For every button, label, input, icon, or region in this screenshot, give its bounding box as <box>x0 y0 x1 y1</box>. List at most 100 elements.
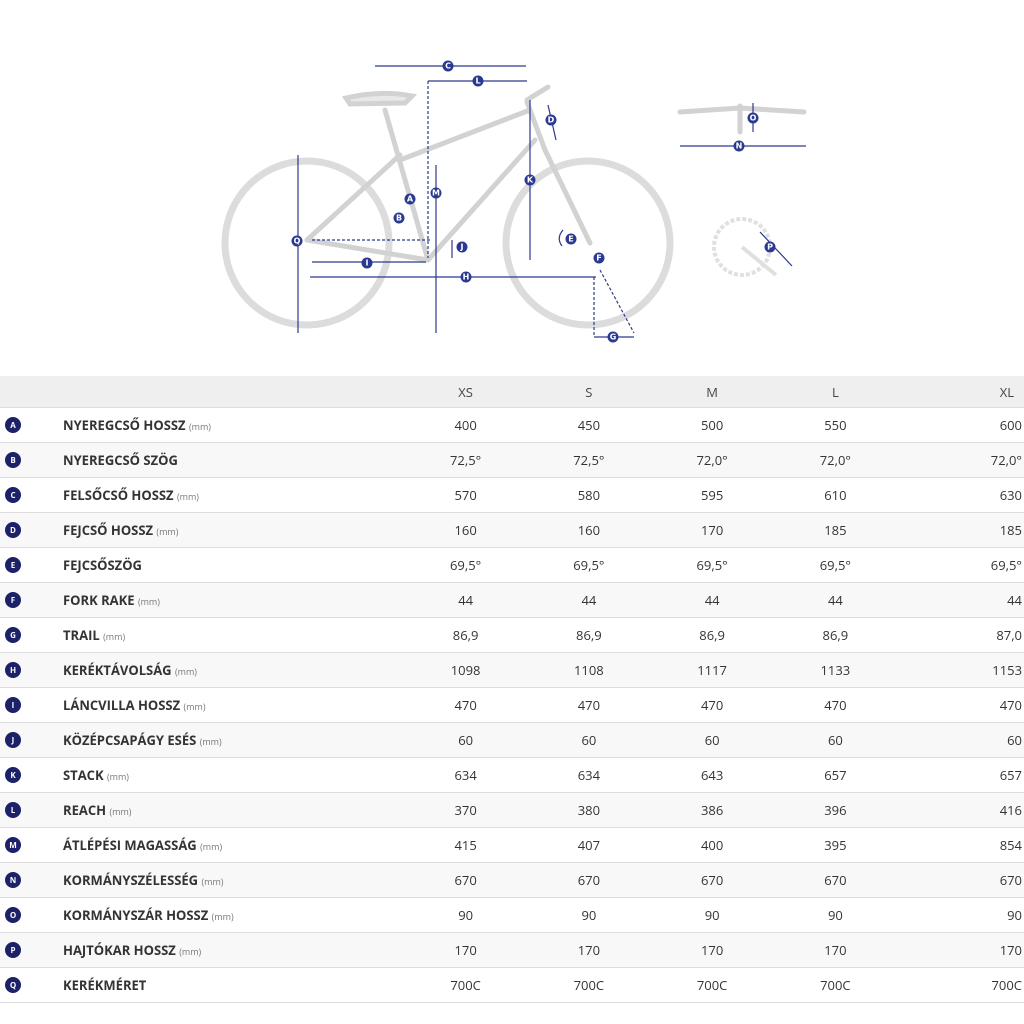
label-letter: I <box>366 259 369 268</box>
row-name: FEJCSŐSZÖG <box>63 556 142 574</box>
badge-cell: K <box>0 757 62 793</box>
value-cell: 657 <box>897 757 1024 793</box>
value-cell: 160 <box>404 512 528 548</box>
badge: O <box>5 907 21 923</box>
row-name: LÁNCVILLA HOSSZ <box>63 696 181 714</box>
label-dot <box>404 193 416 205</box>
label-letter: E <box>568 235 573 244</box>
badge: F <box>5 592 21 608</box>
table-row: N KORMÁNYSZÉLESSÉG (mm) 670 670 670 670 670 <box>0 862 1024 898</box>
name-cell: KÖZÉPCSAPÁGY ESÉS (mm) <box>62 722 404 758</box>
value-cell: 69,5° <box>404 547 528 583</box>
table-row: J KÖZÉPCSAPÁGY ESÉS (mm) 60 60 60 60 60 <box>0 722 1024 758</box>
header-name-cell <box>62 376 404 408</box>
name-cell: FEJCSŐ HOSSZ (mm) <box>62 512 404 548</box>
value-cell: 72,0° <box>897 442 1024 478</box>
value-cell: 90 <box>527 897 651 933</box>
label-dot <box>733 140 745 152</box>
label-letter: H <box>463 273 470 282</box>
label-letter: J <box>460 243 464 252</box>
column-header: XL <box>897 376 1024 408</box>
value-cell: 44 <box>650 582 774 618</box>
table-row: P HAJTÓKAR HOSSZ (mm) 170 170 170 170 170 <box>0 932 1024 968</box>
label-letter: N <box>736 142 743 151</box>
badge: I <box>5 697 21 713</box>
badge-cell: P <box>0 932 62 968</box>
value-cell: 86,9 <box>773 617 897 653</box>
badge: B <box>5 452 21 468</box>
row-name: ÁTLÉPÉSI MAGASSÁG <box>63 836 197 854</box>
name-cell: NYEREGCSŐ HOSSZ (mm) <box>62 407 404 443</box>
value-cell: 170 <box>650 512 774 548</box>
value-cell: 670 <box>897 862 1024 898</box>
value-cell: 416 <box>897 792 1024 828</box>
value-cell: 634 <box>527 757 651 793</box>
header-row: XS S M L XL <box>0 376 1024 408</box>
value-cell: 395 <box>773 827 897 863</box>
value-cell: 160 <box>527 512 651 548</box>
name-cell: KORMÁNYSZÉLESSÉG (mm) <box>62 862 404 898</box>
name-cell: KERÉKTÁVOLSÁG (mm) <box>62 652 404 688</box>
table-row: H KERÉKTÁVOLSÁG (mm) 1098 1108 1117 1133 1153 <box>0 652 1024 688</box>
badge-cell: A <box>0 407 62 443</box>
value-cell: 72,0° <box>650 442 774 478</box>
value-cell: 700C <box>897 967 1024 1003</box>
table-row: K STACK (mm) 634 634 643 657 657 <box>0 757 1024 793</box>
row-unit: (mm) <box>103 630 126 643</box>
value-cell: 60 <box>404 722 528 758</box>
table-row: D FEJCSŐ HOSSZ (mm) 160 160 170 185 185 <box>0 512 1024 548</box>
value-cell: 90 <box>650 897 774 933</box>
row-unit: (mm) <box>183 700 206 713</box>
label-dot <box>393 212 405 224</box>
value-cell: 86,9 <box>527 617 651 653</box>
row-unit: (mm) <box>156 525 179 538</box>
name-cell: ÁTLÉPÉSI MAGASSÁG (mm) <box>62 827 404 863</box>
label-dot <box>460 271 472 283</box>
badge: E <box>5 557 21 573</box>
badge: J <box>5 732 21 748</box>
row-name: KORMÁNYSZÉLESSÉG <box>63 871 199 889</box>
value-cell: 185 <box>897 512 1024 548</box>
table-row: B NYEREGCSŐ SZÖG 72,5° 72,5° 72,0° 72,0° 72,0° <box>0 442 1024 478</box>
row-unit: (mm) <box>176 490 199 503</box>
name-cell: REACH (mm) <box>62 792 404 828</box>
value-cell: 595 <box>650 477 774 513</box>
row-unit: (mm) <box>188 420 211 433</box>
badge-cell: J <box>0 722 62 758</box>
dimension-labels: C L D O N A B M K Q J E I H F G P <box>291 60 776 343</box>
label-letter: A <box>407 195 414 204</box>
badge-cell: L <box>0 792 62 828</box>
badge: A <box>5 417 21 433</box>
row-name: STACK <box>63 766 104 784</box>
label-dot <box>430 187 442 199</box>
row-unit: (mm) <box>179 945 202 958</box>
value-cell: 670 <box>527 862 651 898</box>
badge-cell: E <box>0 547 62 583</box>
label-dot <box>456 241 468 253</box>
table-row: O KORMÁNYSZÁR HOSSZ (mm) 90 90 90 90 90 <box>0 897 1024 933</box>
label-letter: D <box>548 116 555 125</box>
value-cell: 170 <box>897 932 1024 968</box>
value-cell: 450 <box>527 407 651 443</box>
column-header: S <box>527 376 651 408</box>
value-cell: 634 <box>404 757 528 793</box>
label-dot <box>472 75 484 87</box>
value-cell: 1098 <box>404 652 528 688</box>
table-row: A NYEREGCSŐ HOSSZ (mm) 400 450 500 550 600 <box>0 407 1024 443</box>
badge: P <box>5 942 21 958</box>
value-cell: 470 <box>650 687 774 723</box>
table-row: M ÁTLÉPÉSI MAGASSÁG (mm) 415 407 400 395 854 <box>0 827 1024 863</box>
table-row: G TRAIL (mm) 86,9 86,9 86,9 86,9 87,0 <box>0 617 1024 653</box>
value-cell: 370 <box>404 792 528 828</box>
badge-cell: H <box>0 652 62 688</box>
value-cell: 60 <box>650 722 774 758</box>
row-unit: (mm) <box>201 875 224 888</box>
geometry-table: XS S M L XL A NYEREGCSŐ HOSSZ (mm) 400 450 500 55… <box>0 376 1024 1003</box>
badge: L <box>5 802 21 818</box>
row-unit: (mm) <box>174 665 197 678</box>
label-dot <box>607 331 619 343</box>
value-cell: 90 <box>897 897 1024 933</box>
value-cell: 170 <box>773 932 897 968</box>
column-header: L <box>773 376 897 408</box>
badge-cell: D <box>0 512 62 548</box>
